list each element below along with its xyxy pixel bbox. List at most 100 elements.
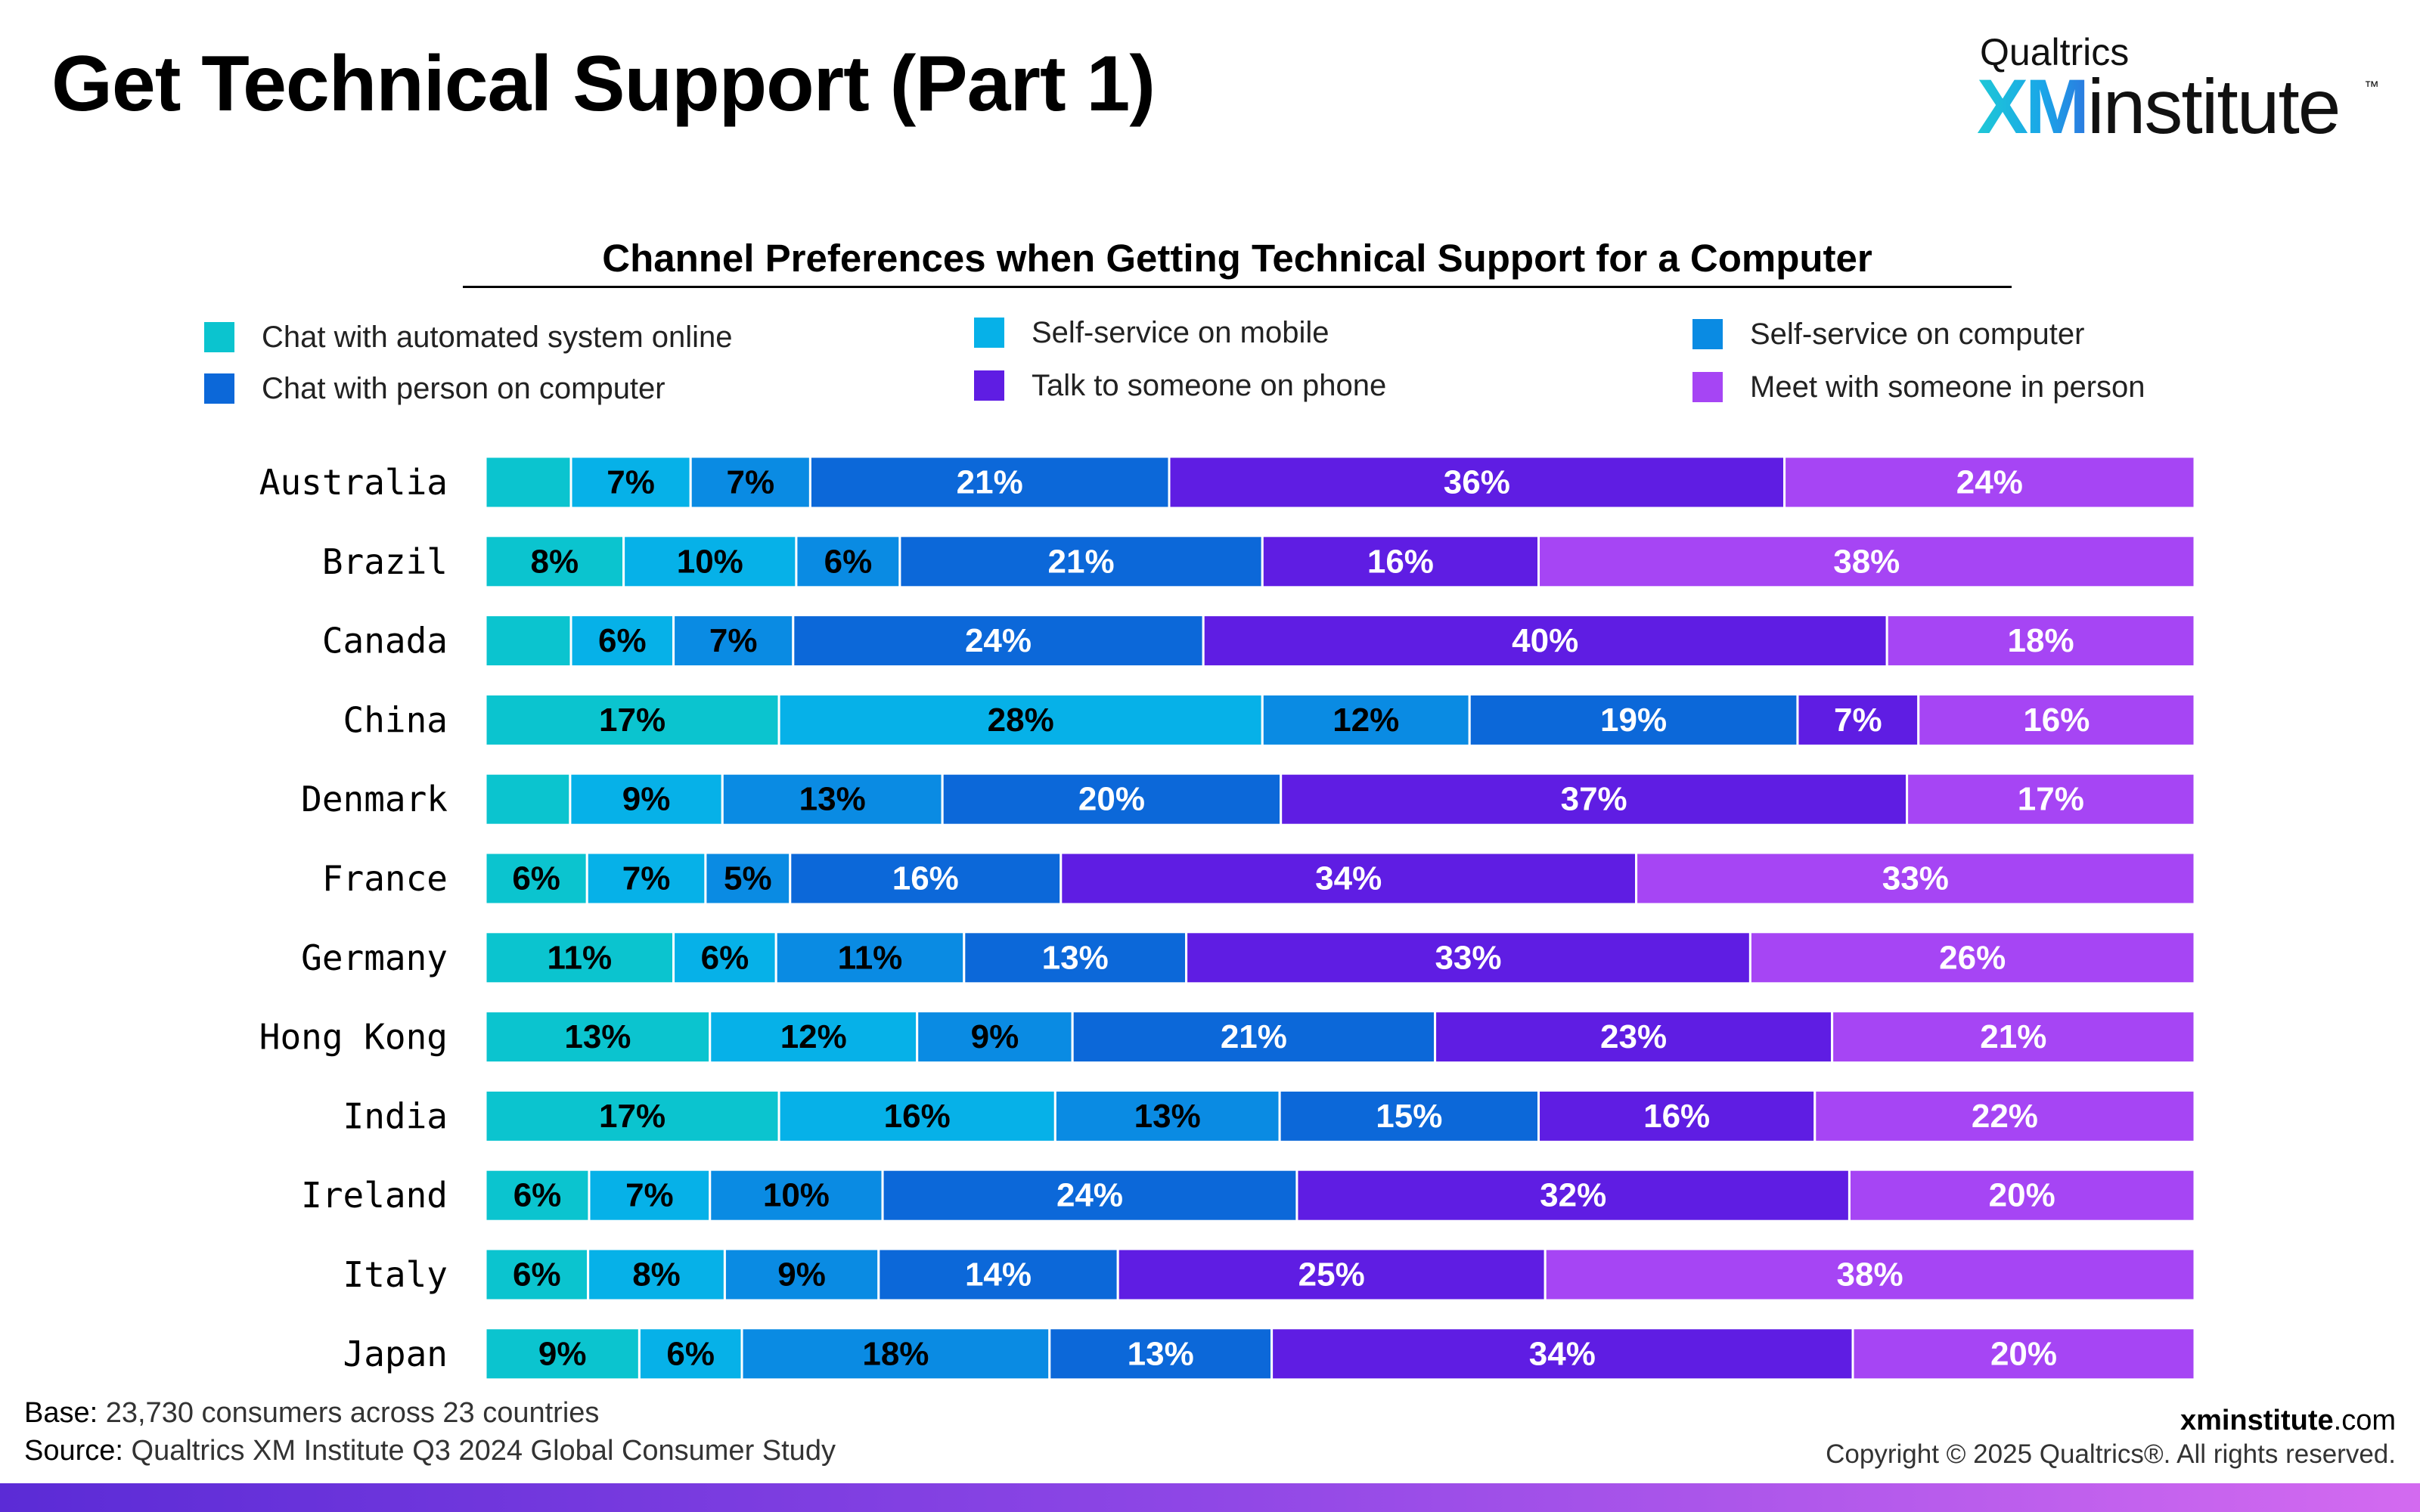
data-label: 13%	[564, 1018, 631, 1055]
data-label: 37%	[1561, 781, 1627, 818]
bar-segment	[898, 534, 1264, 589]
bar-segment	[569, 455, 692, 510]
data-label: 38%	[1837, 1256, 1903, 1294]
data-label: 11%	[838, 939, 903, 976]
legend-item-phone: Talk to someone on phone	[974, 366, 1386, 405]
data-label: 10%	[677, 543, 743, 580]
data-label: 16%	[2023, 702, 2090, 739]
bar-segment	[877, 1247, 1119, 1302]
legend-label: Meet with someone in person	[1750, 370, 2145, 404]
bar-segment	[484, 851, 588, 906]
bar-segment	[1783, 455, 2196, 510]
bar-segment	[1053, 1089, 1281, 1143]
data-label: 24%	[1956, 464, 2023, 501]
category-label: Brazil	[322, 541, 448, 582]
data-label: 38%	[1833, 543, 1900, 580]
bar-segment	[1270, 1327, 1854, 1381]
legend-label: Chat with automated system online	[262, 320, 733, 354]
bar-segment	[709, 1168, 884, 1222]
data-label: 26%	[1939, 939, 2006, 976]
data-label: 34%	[1529, 1335, 1596, 1372]
data-label: 28%	[988, 702, 1054, 739]
category-label: Germany	[301, 937, 448, 978]
legend-swatch	[204, 322, 234, 352]
data-label: 19%	[1600, 702, 1667, 739]
data-label: 14%	[965, 1256, 1032, 1294]
bar-segment	[792, 614, 1205, 668]
bar-segment	[569, 772, 724, 826]
legend-item-chat-person: Chat with person on computer	[204, 369, 666, 408]
data-label: 17%	[599, 1098, 666, 1135]
logo-trademark: ™	[2364, 79, 2379, 95]
data-label: 8%	[531, 543, 579, 580]
footer-source-label: Source:	[24, 1435, 123, 1467]
bar-segment	[587, 1247, 726, 1302]
bar-segment	[709, 1010, 919, 1064]
bar-segment	[484, 1327, 641, 1381]
bar-segment	[484, 534, 625, 589]
chart-title: Channel Preferences when Getting Technic…	[602, 237, 1872, 280]
bar-segment	[1537, 534, 2196, 589]
data-label: 9%	[622, 781, 671, 818]
data-label: 7%	[727, 464, 775, 501]
legend-item-self-service-mobile: Self-service on mobile	[974, 313, 1329, 352]
bar-segment	[1748, 931, 2196, 985]
data-label: 16%	[892, 860, 959, 897]
data-label: 21%	[1980, 1018, 2046, 1055]
footer-base: Base: 23,730 consumers across 23 countri…	[24, 1397, 599, 1430]
data-label: 23%	[1600, 1018, 1667, 1055]
data-label: 17%	[599, 702, 666, 739]
data-label: 10%	[763, 1177, 830, 1214]
bar-segment	[1906, 772, 2196, 826]
legend-swatch	[974, 370, 1004, 401]
footer-copyright: Copyright © 2025 Qualtrics®. All rights …	[1826, 1439, 2396, 1469]
legend-label: Talk to someone on phone	[1032, 368, 1387, 402]
data-label: 9%	[777, 1256, 826, 1294]
logo-institute: institute	[2087, 64, 2341, 150]
footer-url-domain: xminstitute	[2180, 1405, 2334, 1436]
data-label: 9%	[538, 1335, 587, 1372]
footer-source-text: Qualtrics XM Institute Q3 2024 Global Co…	[123, 1435, 836, 1467]
data-label: 24%	[1056, 1177, 1123, 1214]
data-label: 33%	[1435, 939, 1501, 976]
bar-segment	[1468, 692, 1799, 747]
data-label: 36%	[1444, 464, 1510, 501]
logo-brand: Qualtrics	[1980, 31, 2130, 73]
bar-segment	[1537, 1089, 1817, 1143]
data-label: 7%	[625, 1177, 674, 1214]
bar-segment	[484, 692, 780, 747]
data-label: 13%	[1134, 1098, 1201, 1135]
bar-segment	[484, 1010, 712, 1064]
bar-segment	[484, 455, 572, 510]
category-label: Denmark	[301, 779, 448, 820]
data-label: 34%	[1315, 860, 1382, 897]
bar-segment	[1168, 455, 1786, 510]
data-label: 9%	[971, 1018, 1019, 1055]
data-label: 6%	[824, 543, 873, 580]
bar-segment	[588, 1168, 712, 1222]
xm-institute-logo: Qualtrics XM institute ™	[1977, 30, 2379, 150]
footer-website: xminstitute.com	[2180, 1405, 2396, 1437]
data-label: 15%	[1376, 1098, 1442, 1135]
legend-label: Self-service on mobile	[1032, 315, 1329, 349]
bar-segment	[484, 1247, 590, 1302]
data-label: 7%	[607, 464, 655, 501]
title-underline	[463, 286, 2012, 288]
bar-segment	[881, 1168, 1298, 1222]
category-label: India	[343, 1095, 448, 1136]
bar-segment	[1116, 1247, 1547, 1302]
bar-segment	[774, 931, 966, 985]
footer-base-label: Base:	[24, 1397, 98, 1429]
bar-segment	[941, 772, 1283, 826]
bar-segment	[622, 534, 798, 589]
data-label: 18%	[862, 1335, 929, 1372]
bar-segment	[1202, 614, 1888, 668]
category-label: Canada	[322, 621, 448, 662]
data-label: 32%	[1540, 1177, 1606, 1214]
bar-segment	[1848, 1168, 2196, 1222]
data-label: 21%	[1048, 543, 1115, 580]
category-label: Hong Kong	[259, 1017, 448, 1058]
data-label: 33%	[1882, 860, 1949, 897]
data-label: 7%	[1834, 702, 1882, 739]
bar-segment	[777, 692, 1264, 747]
